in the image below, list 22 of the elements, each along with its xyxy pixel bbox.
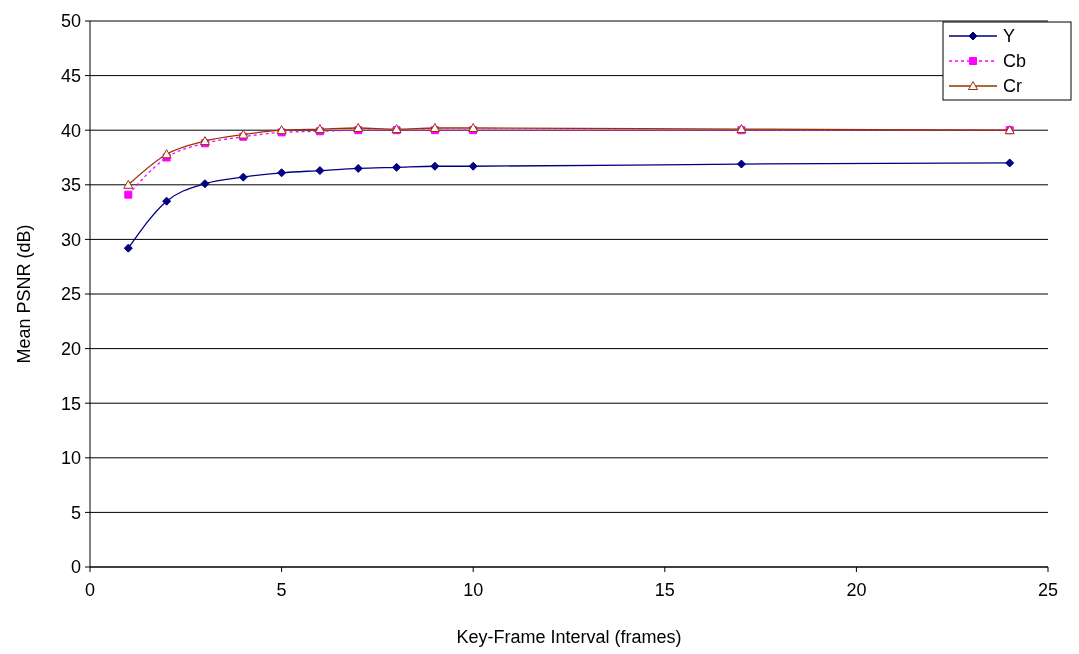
x-tick-label: 5 — [276, 580, 287, 600]
y-tick-label: 45 — [60, 65, 81, 86]
x-tick-label: 15 — [654, 580, 675, 600]
y-tick-label: 10 — [60, 448, 81, 469]
x-axis-title: Key-Frame Interval (frames) — [456, 627, 682, 647]
x-tick-label: 0 — [84, 580, 96, 600]
legend-label: Y — [1003, 26, 1016, 47]
x-tick-label: 10 — [463, 580, 484, 600]
x-tick-label: 20 — [846, 580, 867, 600]
y-tick-label: 30 — [60, 229, 81, 250]
y-tick-label: 20 — [60, 338, 81, 359]
y-tick-label: 35 — [60, 175, 81, 196]
x-tick-label: 25 — [1037, 580, 1059, 600]
y-tick-label: 25 — [60, 284, 81, 305]
y-tick-label: 15 — [60, 393, 81, 414]
y-tick-label: 0 — [70, 557, 81, 578]
y-axis-title: Mean PSNR (dB) — [14, 224, 34, 364]
y-tick-label: 50 — [60, 11, 81, 32]
y-tick-label: 5 — [70, 502, 81, 523]
legend-label: Cr — [1003, 76, 1022, 97]
legend-label: Cb — [1003, 51, 1027, 72]
y-tick-label: 40 — [60, 120, 81, 141]
